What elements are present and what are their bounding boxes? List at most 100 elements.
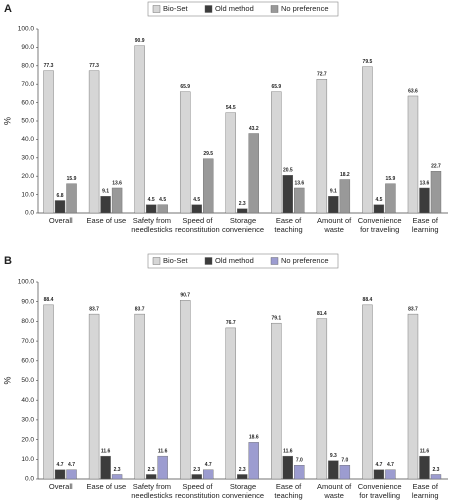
x-tick-label: Convenience [358,216,402,225]
bar [191,474,202,480]
x-tick-label: needlesticks [131,225,173,234]
value-label: 90.9 [135,38,145,44]
x-tick-label: Overall [49,216,73,225]
x-tick-label: Amount of [317,216,352,225]
bar [202,158,214,214]
y-axis-label: % [2,117,12,125]
value-label: 83.7 [89,306,99,312]
x-tick-label: Speed of [182,216,213,225]
value-label: 15.9 [67,176,77,182]
bar [328,460,339,480]
value-label: 63.6 [408,88,418,94]
y-tick-label: 10.0 [21,191,34,198]
bar [100,455,111,480]
x-tick-label: Ease of [413,482,439,491]
value-label: 88.4 [44,297,54,303]
bar [202,469,214,480]
bar [419,455,430,480]
value-label: 11.6 [283,448,293,454]
value-label: 76.7 [226,320,236,326]
y-tick-label: 40.0 [21,397,34,404]
x-tick-label: teaching [274,225,302,234]
bar [419,187,430,214]
bar [157,204,168,214]
bar [248,133,259,214]
y-tick-label: 50.0 [21,377,34,384]
bar [88,313,100,480]
x-tick-label: Storage [230,216,256,225]
y-tick-label: 0.0 [25,476,34,483]
value-label: 2.3 [432,467,439,473]
value-label: 7.0 [296,458,303,464]
x-tick-label: Ease of use [87,482,127,491]
value-label: 6.8 [57,193,64,199]
value-label: 2.3 [193,467,200,473]
y-tick-label: 80.0 [21,318,34,325]
bar [362,66,373,214]
value-label: 88.4 [363,297,373,303]
bar [179,91,191,214]
y-tick-label: 70.0 [21,338,34,345]
bar [373,204,385,214]
y-tick-label: 0.0 [25,210,34,217]
bar [134,313,145,480]
bar [373,469,385,480]
y-tick-label: 10.0 [21,456,34,463]
value-label: 4.7 [57,462,64,468]
bar [191,204,202,214]
legend-label: Bio-Set [163,256,189,265]
x-tick-label: Convenience [358,482,402,491]
bar [134,45,145,214]
x-tick-label: convenience [222,491,264,500]
value-label: 9.3 [330,453,337,459]
bar [385,183,396,214]
value-label: 29.5 [203,151,213,157]
bar [157,455,168,480]
x-tick-label: Speed of [182,482,213,491]
x-tick-label: Safety from [133,216,171,225]
value-label: 4.5 [159,197,166,203]
value-label: 9.1 [102,189,109,195]
legend-swatch [270,257,279,265]
value-label: 65.9 [271,84,281,90]
x-tick-label: learning [412,225,439,234]
bar [328,196,339,214]
value-label: 77.3 [89,63,99,69]
bar [66,183,77,214]
value-label: 11.6 [420,448,430,454]
bar [225,327,236,480]
bar [407,313,419,480]
bar [145,204,157,214]
value-label: 4.7 [375,462,382,468]
value-label: 11.6 [158,448,168,454]
value-label: 13.6 [294,180,304,186]
y-tick-label: 70.0 [21,81,34,88]
bar [339,465,351,480]
value-label: 81.4 [317,311,327,317]
legend-label: No preference [281,4,329,13]
bar [179,300,191,480]
x-tick-label: Storage [230,482,256,491]
bar [225,112,236,214]
y-tick-label: 40.0 [21,136,34,143]
x-tick-label: Ease of [413,216,439,225]
bar [54,200,66,214]
value-label: 18.2 [340,172,350,178]
x-tick-label: Amount of [317,482,352,491]
bar [145,474,157,480]
legend-swatch [204,257,213,265]
value-label: 4.7 [387,462,394,468]
bar [111,474,123,480]
bar [271,91,282,214]
x-tick-label: reconstitution [175,491,220,500]
legend-label: Old method [215,256,254,265]
x-tick-label: Ease of use [87,216,127,225]
x-tick-label: teaching [274,491,302,500]
value-label: 20.5 [283,168,293,174]
value-label: 65.9 [180,84,190,90]
y-tick-label: 100.0 [18,279,35,286]
bar [385,469,396,480]
value-label: 2.3 [239,467,246,473]
y-tick-label: 100.0 [18,26,35,33]
